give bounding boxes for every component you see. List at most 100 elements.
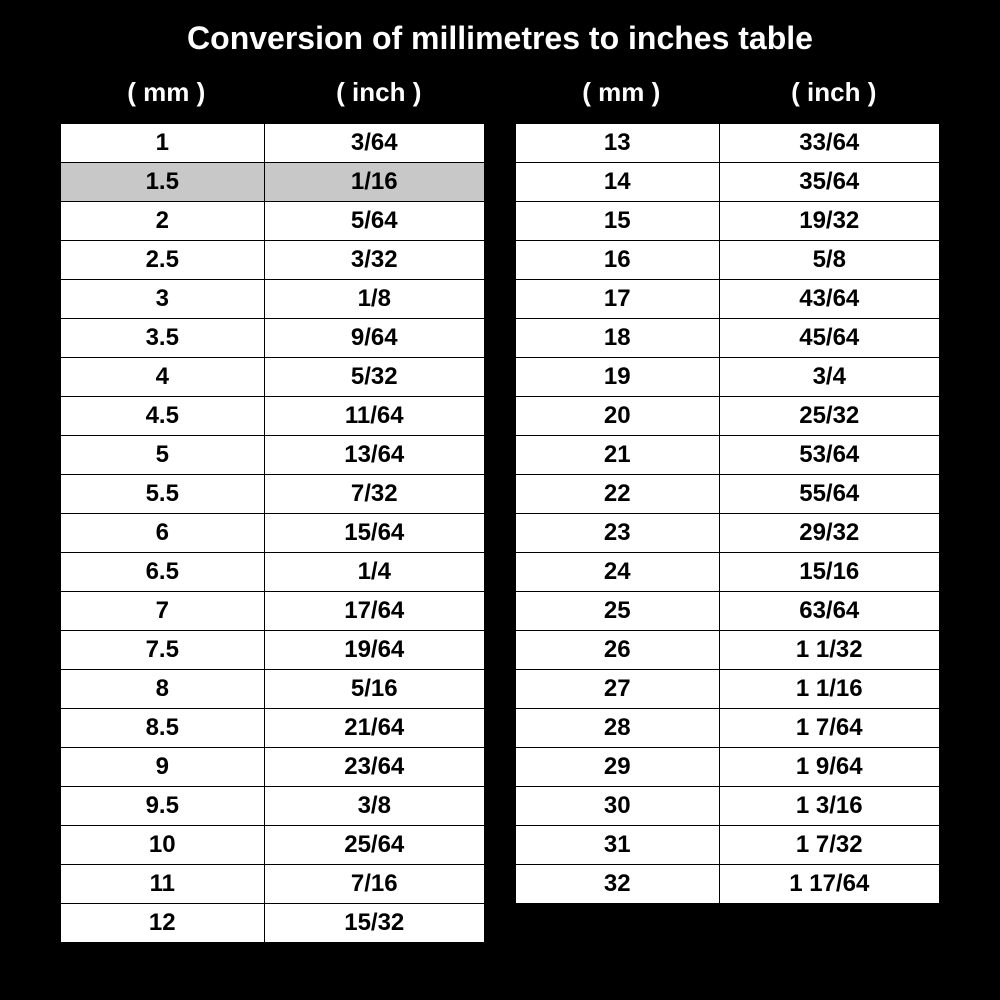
inch-cell: 1 1/16 [719, 670, 939, 709]
inch-cell: 21/64 [264, 709, 484, 748]
table-row: 25/64 [61, 202, 485, 241]
inch-cell: 45/64 [719, 319, 939, 358]
table-row: 1025/64 [61, 826, 485, 865]
inch-cell: 29/32 [719, 514, 939, 553]
inch-cell: 15/64 [264, 514, 484, 553]
mm-cell: 22 [516, 475, 720, 514]
mm-cell: 1 [61, 124, 265, 163]
table-row: 1215/32 [61, 904, 485, 943]
mm-cell: 21 [516, 436, 720, 475]
right-data-table: 1333/641435/641519/32165/81743/641845/64… [515, 123, 940, 904]
inch-cell: 25/64 [264, 826, 484, 865]
table-row: 45/32 [61, 358, 485, 397]
mm-cell: 13 [516, 124, 720, 163]
mm-cell: 3 [61, 280, 265, 319]
mm-cell: 5 [61, 436, 265, 475]
table-row: 2025/32 [516, 397, 940, 436]
inch-cell: 25/32 [719, 397, 939, 436]
table-row: 271 1/16 [516, 670, 940, 709]
table-row: 1435/64 [516, 163, 940, 202]
inch-cell: 3/32 [264, 241, 484, 280]
table-row: 311 7/32 [516, 826, 940, 865]
inch-cell: 53/64 [719, 436, 939, 475]
mm-cell: 1.5 [61, 163, 265, 202]
right-inch-header: ( inch ) [728, 72, 941, 113]
inch-cell: 5/64 [264, 202, 484, 241]
right-mm-header: ( mm ) [515, 72, 728, 113]
table-row: 513/64 [61, 436, 485, 475]
table-row: 85/16 [61, 670, 485, 709]
table-row: 1845/64 [516, 319, 940, 358]
inch-cell: 1/4 [264, 553, 484, 592]
left-data-table: 13/641.51/1625/642.53/3231/83.59/6445/32… [60, 123, 485, 943]
inch-cell: 3/8 [264, 787, 484, 826]
table-row: 2329/32 [516, 514, 940, 553]
inch-cell: 1/8 [264, 280, 484, 319]
mm-cell: 8 [61, 670, 265, 709]
mm-cell: 19 [516, 358, 720, 397]
table-row: 2415/16 [516, 553, 940, 592]
inch-cell: 1 3/16 [719, 787, 939, 826]
table-row: 923/64 [61, 748, 485, 787]
table-row: 717/64 [61, 592, 485, 631]
mm-cell: 7 [61, 592, 265, 631]
mm-cell: 11 [61, 865, 265, 904]
table-row: 117/16 [61, 865, 485, 904]
table-row: 4.511/64 [61, 397, 485, 436]
mm-cell: 26 [516, 631, 720, 670]
table-row: 5.57/32 [61, 475, 485, 514]
table-row: 31/8 [61, 280, 485, 319]
table-row: 301 3/16 [516, 787, 940, 826]
table-row: 2153/64 [516, 436, 940, 475]
mm-cell: 4.5 [61, 397, 265, 436]
left-mm-header: ( mm ) [60, 72, 273, 113]
right-header-row: ( mm ) ( inch ) [515, 72, 940, 113]
inch-cell: 5/8 [719, 241, 939, 280]
inch-cell: 63/64 [719, 592, 939, 631]
mm-cell: 24 [516, 553, 720, 592]
right-table-column: ( mm ) ( inch ) 1333/641435/641519/32165… [515, 72, 940, 943]
mm-cell: 30 [516, 787, 720, 826]
mm-cell: 4 [61, 358, 265, 397]
inch-cell: 11/64 [264, 397, 484, 436]
mm-cell: 12 [61, 904, 265, 943]
mm-cell: 14 [516, 163, 720, 202]
mm-cell: 3.5 [61, 319, 265, 358]
inch-cell: 1 7/32 [719, 826, 939, 865]
mm-cell: 18 [516, 319, 720, 358]
table-row: 1519/32 [516, 202, 940, 241]
mm-cell: 20 [516, 397, 720, 436]
mm-cell: 6.5 [61, 553, 265, 592]
inch-cell: 17/64 [264, 592, 484, 631]
inch-cell: 1 17/64 [719, 865, 939, 904]
inch-cell: 3/64 [264, 124, 484, 163]
mm-cell: 29 [516, 748, 720, 787]
table-row: 615/64 [61, 514, 485, 553]
table-row: 261 1/32 [516, 631, 940, 670]
left-inch-header: ( inch ) [273, 72, 486, 113]
conversion-table-container: Conversion of millimetres to inches tabl… [0, 0, 1000, 1000]
mm-cell: 16 [516, 241, 720, 280]
mm-cell: 23 [516, 514, 720, 553]
inch-cell: 15/16 [719, 553, 939, 592]
mm-cell: 28 [516, 709, 720, 748]
mm-cell: 15 [516, 202, 720, 241]
table-row: 2.53/32 [61, 241, 485, 280]
mm-cell: 5.5 [61, 475, 265, 514]
table-row: 9.53/8 [61, 787, 485, 826]
table-row: 165/8 [516, 241, 940, 280]
mm-cell: 31 [516, 826, 720, 865]
inch-cell: 1/16 [264, 163, 484, 202]
table-row: 1743/64 [516, 280, 940, 319]
mm-cell: 9 [61, 748, 265, 787]
inch-cell: 5/32 [264, 358, 484, 397]
inch-cell: 35/64 [719, 163, 939, 202]
inch-cell: 9/64 [264, 319, 484, 358]
mm-cell: 8.5 [61, 709, 265, 748]
table-row: 2563/64 [516, 592, 940, 631]
page-title: Conversion of millimetres to inches tabl… [60, 20, 940, 57]
inch-cell: 5/16 [264, 670, 484, 709]
inch-cell: 1 7/64 [719, 709, 939, 748]
table-row: 291 9/64 [516, 748, 940, 787]
table-row: 8.521/64 [61, 709, 485, 748]
